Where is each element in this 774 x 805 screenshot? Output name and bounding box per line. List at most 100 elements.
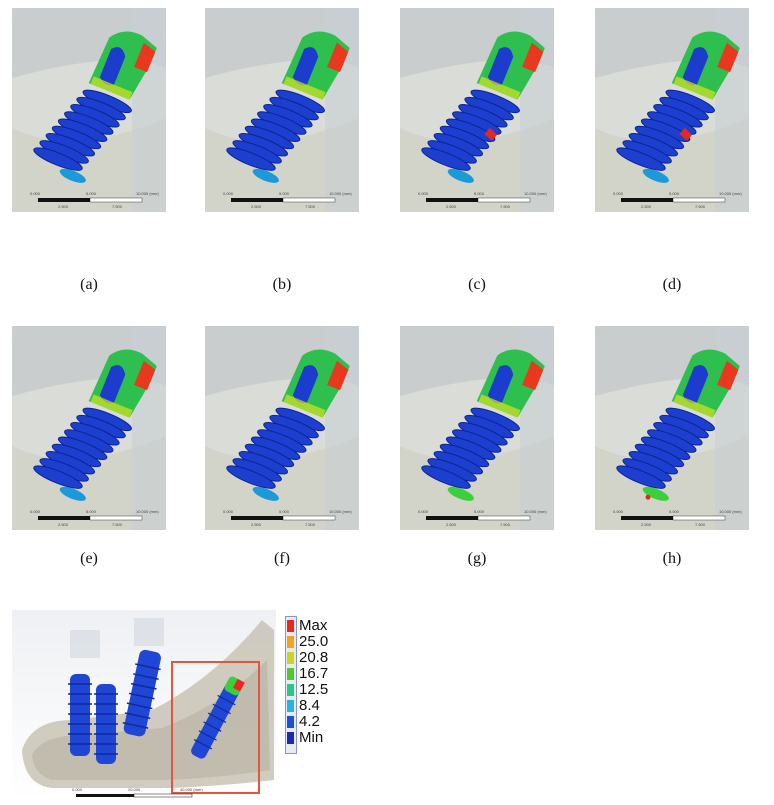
- legend-label: Max: [299, 617, 328, 634]
- scale-subtick: 7.500: [112, 522, 123, 527]
- legend-label: 16.7: [299, 665, 329, 682]
- scale-tick: 10.000 (mm): [524, 191, 547, 196]
- scale-tick: 10.000 (mm): [524, 509, 547, 514]
- panel-caption: (e): [80, 550, 98, 567]
- legend-swatch: [287, 700, 294, 712]
- scale-subtick: 7.500: [305, 522, 316, 527]
- scale-tick: 0.000: [72, 787, 83, 792]
- overview-scale-bar: 0.000 20.000 40.000 (mm): [72, 787, 203, 798]
- legend-swatch: [287, 636, 294, 648]
- scale-tick: 5.000: [474, 191, 485, 196]
- scale-subtick: 7.500: [500, 204, 511, 209]
- legend-label: 4.2: [299, 713, 320, 730]
- scale-tick: 5.000: [279, 191, 290, 196]
- implant-3: [122, 649, 161, 737]
- fea-render: 0.000 5.000 10.000 (mm) 2.500 7.500: [400, 8, 554, 212]
- scale-bar: 0.000 5.000 10.000 (mm) 2.500 7.500: [223, 509, 352, 527]
- legend-swatch: [287, 652, 294, 664]
- legend-label: 25.0: [299, 633, 329, 650]
- scale-subtick: 7.500: [305, 204, 316, 209]
- panel-caption: (b): [272, 276, 292, 293]
- implant-2: [94, 684, 118, 764]
- fea-render: 0.000 5.000 10.000 (mm) 2.500 7.500: [595, 326, 749, 530]
- scale-tick: 40.000 (mm): [180, 787, 203, 792]
- legend-swatch: [287, 620, 294, 632]
- fea-render: 0.000 5.000 10.000 (mm) 2.500 7.500: [205, 8, 359, 212]
- panel-caption: (d): [662, 276, 682, 293]
- legend-label: Min: [299, 729, 324, 746]
- scale-bar: 0.000 5.000 10.000 (mm) 2.500 7.500: [30, 509, 159, 527]
- scale-tick: 10.000 (mm): [136, 509, 159, 514]
- panel-caption: (h): [662, 550, 682, 567]
- scale-tick: 10.000 (mm): [136, 191, 159, 196]
- scale-subtick: 2.500: [641, 522, 652, 527]
- color-legend: Max 25.0 20.8 16.7 12.5 8.4 4.2 Min: [285, 616, 357, 754]
- scale-tick: 0.000: [613, 191, 624, 196]
- scale-subtick: 2.500: [251, 522, 262, 527]
- scale-tick: 5.000: [86, 509, 97, 514]
- scale-tick: 5.000: [279, 509, 290, 514]
- scale-tick: 0.000: [223, 509, 234, 514]
- scale-bar: 0.000 5.000 10.000 (mm) 2.500 7.500: [418, 509, 547, 527]
- fea-render: 0.000 5.000 10.000 (mm) 2.500 7.500: [12, 326, 166, 530]
- legend-swatch: [287, 732, 294, 744]
- implant-1: [68, 674, 92, 756]
- scale-tick: 0.000: [30, 509, 41, 514]
- panel-h: 0.000 5.000 10.000 (mm) 2.500 7.500: [595, 326, 749, 530]
- fea-render: 0.000 5.000 10.000 (mm) 2.500 7.500: [400, 326, 554, 530]
- scale-tick: 0.000: [30, 191, 41, 196]
- scale-tick: 10.000 (mm): [719, 191, 742, 196]
- scale-subtick: 2.500: [58, 204, 69, 209]
- panel-caption: (f): [274, 550, 290, 567]
- panel-caption: (c): [468, 276, 486, 293]
- scale-bar: 0.000 5.000 10.000 (mm) 2.500 7.500: [613, 509, 742, 527]
- panel-b: 0.000 5.000 10.000 (mm) 2.500 7.500: [205, 8, 359, 212]
- scale-tick: 5.000: [669, 191, 680, 196]
- scale-tick: 20.000: [128, 787, 141, 792]
- scale-tick: 10.000 (mm): [329, 191, 352, 196]
- overview-render: 0.000 20.000 40.000 (mm): [12, 610, 276, 800]
- scale-tick: 5.000: [86, 191, 97, 196]
- legend-swatch: [287, 668, 294, 680]
- scale-subtick: 2.500: [251, 204, 262, 209]
- panel-e: 0.000 5.000 10.000 (mm) 2.500 7.500: [12, 326, 166, 530]
- scale-tick: 0.000: [223, 191, 234, 196]
- fea-render: 0.000 5.000 10.000 (mm) 2.500 7.500: [205, 326, 359, 530]
- scale-tick: 10.000 (mm): [329, 509, 352, 514]
- panel-f: 0.000 5.000 10.000 (mm) 2.500 7.500: [205, 326, 359, 530]
- scale-tick: 5.000: [669, 509, 680, 514]
- scale-tick: 0.000: [418, 191, 429, 196]
- scale-subtick: 7.500: [112, 204, 123, 209]
- panel-d: 0.000 5.000 10.000 (mm) 2.500 7.500: [595, 8, 749, 212]
- scale-bar: 0.000 5.000 10.000 (mm) 2.500 7.500: [30, 191, 159, 209]
- scale-subtick: 7.500: [500, 522, 511, 527]
- highlight-box: [171, 661, 260, 794]
- scale-subtick: 7.500: [695, 204, 706, 209]
- panel-caption: (a): [80, 276, 98, 293]
- scale-subtick: 2.500: [641, 204, 652, 209]
- scale-subtick: 2.500: [58, 522, 69, 527]
- scale-subtick: 2.500: [446, 204, 457, 209]
- legend-label: 20.8: [299, 649, 329, 666]
- scale-tick: 10.000 (mm): [719, 509, 742, 514]
- panel-caption: (g): [467, 550, 487, 567]
- scale-bar: 0.000 5.000 10.000 (mm) 2.500 7.500: [613, 191, 742, 209]
- scale-tick: 0.000: [418, 509, 429, 514]
- legend-label: 8.4: [299, 697, 320, 714]
- legend-swatch: [287, 684, 294, 696]
- legend-label: 12.5: [299, 681, 329, 698]
- panel-g: 0.000 5.000 10.000 (mm) 2.500 7.500: [400, 326, 554, 530]
- scale-bar: 0.000 5.000 10.000 (mm) 2.500 7.500: [223, 191, 352, 209]
- scale-subtick: 7.500: [695, 522, 706, 527]
- fea-render: 0.000 5.000 10.000 (mm) 2.500 7.500: [12, 8, 166, 212]
- overview-image: 0.000 20.000 40.000 (mm): [12, 610, 276, 800]
- fea-render: 0.000 5.000 10.000 (mm) 2.500 7.500: [595, 8, 749, 212]
- panel-a: 0.000 5.000 10.000 (mm) 2.500 7.500: [12, 8, 166, 212]
- scale-tick: 0.000: [613, 509, 624, 514]
- scale-subtick: 2.500: [446, 522, 457, 527]
- scale-tick: 5.000: [474, 509, 485, 514]
- legend-swatch: [287, 716, 294, 728]
- implant-4: [191, 676, 245, 759]
- panel-c: 0.000 5.000 10.000 (mm) 2.500 7.500: [400, 8, 554, 212]
- scale-bar: 0.000 5.000 10.000 (mm) 2.500 7.500: [418, 191, 547, 209]
